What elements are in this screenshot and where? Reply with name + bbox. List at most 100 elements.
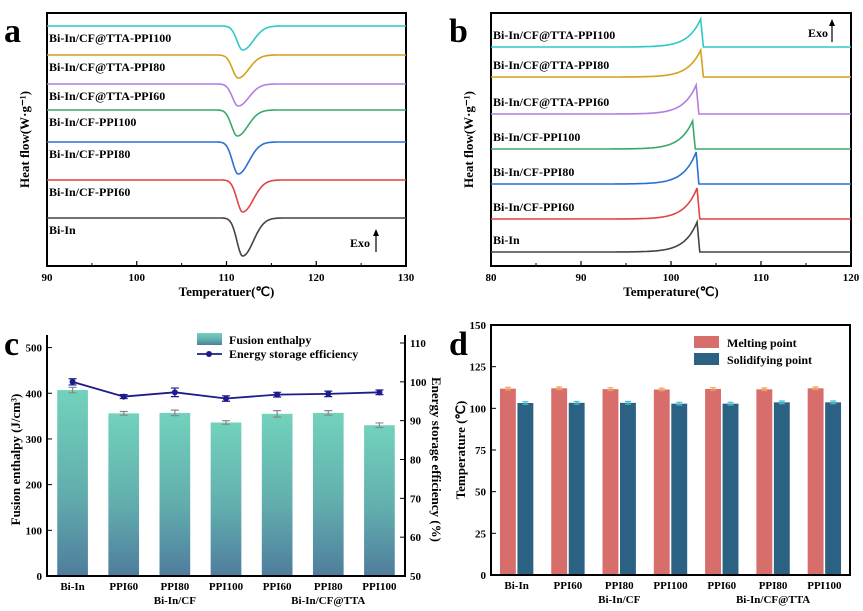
group-label: Bi-In/CF (154, 595, 196, 607)
y-tick-label: 0 (481, 570, 487, 582)
y2-axis-label: Energy storage efficiency (%) (429, 377, 444, 542)
legend-swatch (694, 336, 719, 348)
category-label: PPI80 (605, 580, 634, 592)
legend-swatch (694, 353, 719, 365)
series-label: Bi-In/CF@TTA-PPI100 (49, 31, 171, 45)
exo-label: Exo (808, 26, 828, 40)
solidifying-bar (773, 402, 790, 575)
y-axis-label: Temperature (℃) (453, 401, 468, 500)
series-label: Bi-In/CF@TTA-PPI80 (49, 60, 165, 74)
melting-bar (653, 389, 670, 575)
exo-arrowhead-icon (829, 19, 835, 26)
error-bar (375, 422, 384, 429)
y2-tick-label: 60 (410, 532, 422, 544)
error-bar (607, 387, 614, 392)
dsc-curve (47, 109, 406, 137)
y-axis-label: Fusion enthalpy (J/cm³) (8, 394, 23, 526)
y2-tick-label: 50 (410, 571, 422, 583)
melting-bar (499, 388, 516, 575)
legend-marker (206, 351, 212, 357)
x-tick-label: 90 (576, 272, 588, 284)
x-axis-label: Temperature(℃) (623, 284, 718, 299)
x-axis-label: Temperatuer(℃) (179, 284, 275, 299)
dsc-curve (47, 83, 406, 107)
enthalpy-bar (159, 412, 191, 576)
panel-label-b: b (449, 13, 468, 50)
y-tick-label: 100 (26, 525, 43, 537)
solidifying-bar (825, 402, 842, 575)
enthalpy-bar (108, 413, 140, 576)
category-label: PPI100 (209, 581, 244, 593)
efficiency-point (325, 390, 332, 397)
y-tick-label: 200 (26, 480, 43, 492)
series-label: Bi-In/CF-PPI60 (49, 185, 130, 199)
efficiency-point (274, 391, 281, 398)
x-tick-label: 110 (753, 272, 769, 284)
enthalpy-bar (312, 412, 344, 576)
error-bar (830, 400, 837, 405)
x-tick-label: 120 (843, 272, 860, 284)
category-label: PPI100 (807, 580, 842, 592)
series-label: Bi-In/CF@TTA-PPI80 (493, 58, 609, 72)
error-bar (222, 420, 230, 425)
error-bar (324, 410, 333, 416)
solidifying-bar (722, 403, 739, 575)
category-label: PPI100 (653, 580, 688, 592)
y-tick-label: 300 (26, 434, 43, 446)
plot-frame-a (46, 12, 407, 267)
melting-bar (551, 388, 568, 575)
series-label: Bi-In/CF@TTA-PPI60 (49, 89, 165, 103)
series-label: Bi-In/CF@TTA-PPI60 (493, 95, 609, 109)
error-bar (812, 386, 819, 391)
error-bar (658, 387, 665, 392)
panel-label-c: c (4, 326, 19, 363)
error-bar (573, 400, 580, 405)
enthalpy-bar (57, 390, 88, 576)
solidifying-bar (568, 402, 585, 575)
x-tick-label: 100 (129, 272, 146, 284)
dsc-curve (47, 54, 406, 79)
category-label: Bi-In (60, 581, 84, 593)
y2-tick-label: 80 (410, 455, 422, 467)
category-label: PPI80 (759, 580, 788, 592)
dsc-curve (491, 47, 851, 78)
efficiency-point (120, 393, 127, 400)
dsc-curve (47, 179, 406, 213)
y-axis-label: Heat flow(W·g⁻¹) (17, 91, 32, 188)
series-label: Bi-In/CF-PPI80 (493, 165, 574, 179)
x-tick-label: 90 (42, 272, 54, 284)
y-tick-label: 125 (470, 362, 487, 374)
error-bar (68, 386, 77, 394)
series-label: Bi-In/CF-PPI80 (49, 147, 130, 161)
category-label: PPI60 (263, 581, 292, 593)
series-label: Bi-In/CF@TTA-PPI100 (493, 28, 615, 42)
dsc-curve (47, 25, 406, 51)
y-tick-label: 500 (26, 343, 43, 355)
category-label: PPI80 (160, 581, 189, 593)
category-label: PPI100 (362, 581, 397, 593)
x-tick-label: 80 (486, 272, 498, 284)
melting-bar (705, 389, 721, 575)
panel-label-d: d (449, 326, 468, 363)
dsc-curve (47, 141, 406, 175)
exo-label: Exo (350, 236, 370, 250)
y2-tick-label: 90 (410, 416, 422, 428)
error-bar (556, 386, 563, 391)
x-tick-label: 100 (663, 272, 680, 284)
exo-arrowhead-icon (373, 229, 379, 236)
efficiency-point (223, 395, 229, 402)
y2-tick-label: 110 (410, 338, 426, 350)
dsc-curve (491, 118, 851, 150)
error-bar (676, 401, 683, 406)
enthalpy-bar (364, 425, 395, 576)
series-label: Bi-In/CF-PPI100 (493, 130, 580, 144)
y2-tick-label: 100 (410, 377, 427, 389)
error-bar (170, 409, 179, 417)
series-label: Bi-In (49, 223, 76, 237)
legend-label: Energy storage efficiency (229, 347, 358, 361)
efficiency-point (171, 389, 178, 396)
melting-bar (756, 389, 773, 575)
category-label: PPI60 (707, 580, 736, 592)
solidifying-bar (671, 403, 688, 575)
